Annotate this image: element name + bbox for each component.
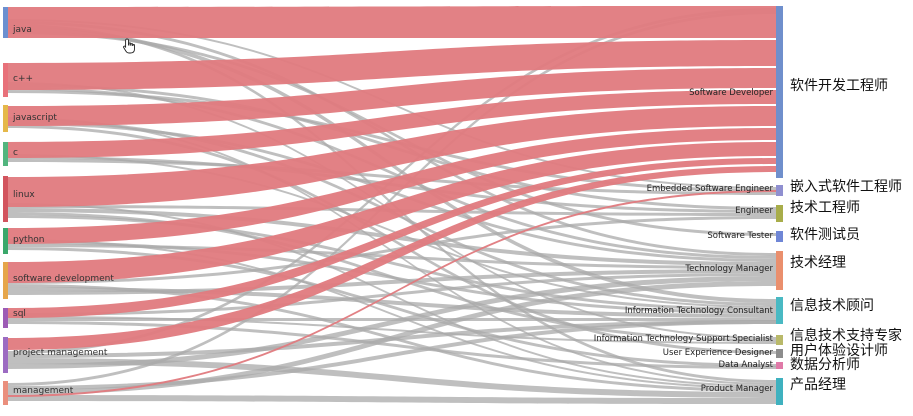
flow-link-software_development-software-developer[interactable] xyxy=(8,142,776,283)
target-label-tester: Software Tester xyxy=(707,231,773,241)
flow-link-c-embedded[interactable] xyxy=(8,159,776,195)
target-label-tech_manager: Technology Manager xyxy=(684,264,773,274)
source-node-c[interactable] xyxy=(3,142,8,166)
flow-link-sql-it_support[interactable] xyxy=(8,316,776,344)
target-node-it_consultant[interactable] xyxy=(776,297,783,324)
flow-link-management-it_consultant[interactable] xyxy=(8,320,776,390)
source-node-java[interactable] xyxy=(3,7,8,38)
flow-link-sql-software-developer[interactable] xyxy=(8,158,776,318)
target-label-zh-ux_designer: 用户体验设计师 xyxy=(790,342,888,359)
target-node-data_analyst[interactable] xyxy=(776,362,783,369)
source-node-software_development[interactable] xyxy=(3,262,8,299)
target-label-it_support: Information Technology Support Specialis… xyxy=(594,334,774,344)
flow-link-c-software-developer[interactable] xyxy=(8,90,776,158)
flow-link-project_management-product_manager[interactable] xyxy=(8,358,776,398)
source-node-management[interactable] xyxy=(3,381,8,405)
flow-link-software_development-it_consultant[interactable] xyxy=(8,287,776,318)
source-label-sql: sql xyxy=(13,309,26,319)
flow-link-management-embedded[interactable] xyxy=(8,190,776,397)
target-label-zh-product_manager: 产品经理 xyxy=(790,377,846,393)
target-label-zh-it_consultant: 信息技术顾问 xyxy=(790,297,874,314)
flow-link-python-it_consultant[interactable] xyxy=(8,241,776,314)
flow-link-linux-it_consultant[interactable] xyxy=(8,215,776,311)
source-node-linux[interactable] xyxy=(3,176,8,222)
target-node-tester[interactable] xyxy=(776,231,783,242)
source-label-project_management: project management xyxy=(13,348,108,358)
flow-link-python-product_manager[interactable] xyxy=(8,239,776,389)
source-label-linux: linux xyxy=(13,190,35,200)
flow-link-project_management-tech_manager[interactable] xyxy=(8,276,776,369)
target-label-zh-software_developer: 软件开发工程师 xyxy=(790,78,888,94)
labels: java c++ javascript c linux python software de… xyxy=(12,25,902,396)
target-label-engineer: Engineer xyxy=(735,206,773,216)
target-label-product_manager: Product Manager xyxy=(701,384,774,394)
target-node-tech_manager[interactable] xyxy=(776,251,783,290)
target-label-zh-tech_manager: 技术经理 xyxy=(790,255,846,271)
source-label-javascript: javascript xyxy=(12,113,57,123)
source-label-software_development: software development xyxy=(13,274,114,284)
flow-link-sql-data_analyst[interactable] xyxy=(8,321,776,369)
target-label-data_analyst: Data Analyst xyxy=(718,360,773,370)
target-node-embedded[interactable] xyxy=(776,185,783,196)
flow-link-management-product_manager[interactable] xyxy=(8,395,776,404)
flow-link-management-tech_manager[interactable] xyxy=(8,281,776,395)
source-label-c: c xyxy=(13,148,18,158)
flow-link-project_management-software-developer[interactable] xyxy=(8,166,776,350)
source-node-cpp[interactable] xyxy=(3,63,8,97)
target-label-ux_designer: User Experience Designer xyxy=(663,348,774,358)
flow-link-python-software-developer[interactable] xyxy=(8,128,776,244)
flow-link-cpp-embedded[interactable] xyxy=(8,90,776,192)
flow-link-java-software-developer[interactable] xyxy=(8,6,776,38)
target-node-software_developer[interactable] xyxy=(776,6,783,178)
source-node-sql[interactable] xyxy=(3,308,8,328)
source-label-java: java xyxy=(12,25,32,35)
target-node-ux_designer[interactable] xyxy=(776,349,783,358)
flow-link-management-software_developer[interactable] xyxy=(8,11,776,386)
target-label-embedded: Embedded Software Engineer xyxy=(647,184,774,194)
source-node-project_management[interactable] xyxy=(3,337,8,373)
target-node-it_support[interactable] xyxy=(776,335,783,345)
source-label-python: python xyxy=(13,235,44,245)
target-label-zh-engineer: 技术工程师 xyxy=(790,200,860,216)
target-label-zh-it_support: 信息技术支持专家 xyxy=(790,327,902,344)
flow-link-software_development-tech_manager[interactable] xyxy=(8,269,776,295)
links-gray xyxy=(8,8,776,404)
target-label-zh-tester: 软件测试员 xyxy=(790,227,860,243)
target-label-software_developer: Software Developer xyxy=(689,88,773,98)
target-node-product_manager[interactable] xyxy=(776,378,783,405)
links-highlight xyxy=(8,6,776,397)
source-label-management: management xyxy=(13,386,74,396)
flow-link-java-tech_manager[interactable] xyxy=(8,21,776,256)
hand-cursor-icon xyxy=(123,38,135,54)
source-node-javascript[interactable] xyxy=(3,105,8,132)
flow-link-software_development-engineer[interactable] xyxy=(8,216,776,284)
flow-link-cpp-tech_manager[interactable] xyxy=(8,87,776,259)
source-node-python[interactable] xyxy=(3,228,8,254)
target-label-it_consultant: Information Technology Consultant xyxy=(625,306,774,316)
target-node-engineer[interactable] xyxy=(776,205,783,222)
flow-link-linux-software-developer[interactable] xyxy=(8,106,776,207)
flow-link-python-data_analyst[interactable] xyxy=(8,247,776,367)
flow-link-c-it_consultant[interactable] xyxy=(8,154,776,308)
source-label-cpp: c++ xyxy=(13,74,33,84)
target-label-zh-embedded: 嵌入式软件工程师 xyxy=(790,179,902,195)
target-label-zh-data_analyst: 数据分析师 xyxy=(790,357,860,373)
nodes xyxy=(3,6,783,405)
flow-link-javascript-software-developer[interactable] xyxy=(8,68,776,126)
flow-link-java-tester[interactable] xyxy=(8,31,776,236)
flow-link-cpp-software-developer[interactable] xyxy=(8,40,776,90)
